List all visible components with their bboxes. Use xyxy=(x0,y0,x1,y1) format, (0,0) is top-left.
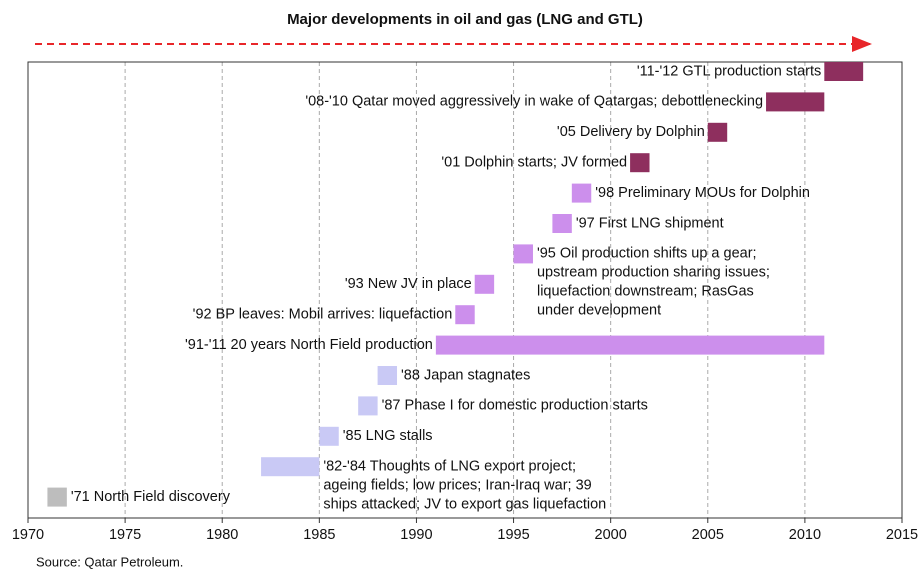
bar-label: '71 North Field discovery xyxy=(71,489,231,505)
x-tick-label: 2005 xyxy=(692,527,724,543)
x-tick-label: 1975 xyxy=(109,527,141,543)
bar-label: '08-'10 Qatar moved aggressively in wake… xyxy=(305,94,763,110)
bar xyxy=(261,457,320,477)
bar xyxy=(47,487,67,507)
bar-label: under development xyxy=(537,303,661,319)
bar-label: ships attacked; JV to export gas liquefa… xyxy=(323,497,606,513)
bar-label: '11-'12 GTL production starts xyxy=(637,63,821,79)
bar xyxy=(435,335,825,355)
bar xyxy=(513,244,533,264)
x-tick-label: 1995 xyxy=(497,527,529,543)
x-tick-label: 2010 xyxy=(789,527,821,543)
bar-label: '87 Phase I for domestic production star… xyxy=(382,398,648,414)
bar-label: '92 BP leaves: Mobil arrives: liquefacti… xyxy=(193,307,453,323)
source-note: Source: Qatar Petroleum. xyxy=(36,554,183,569)
bar xyxy=(630,153,650,173)
bar-label: '91-'11 20 years North Field production xyxy=(185,337,433,353)
x-tick-label: 1985 xyxy=(303,527,335,543)
bar xyxy=(455,305,475,325)
x-tick-label: 1980 xyxy=(206,527,238,543)
bar-label: '95 Oil production shifts up a gear; xyxy=(537,246,757,262)
x-tick-label: 2015 xyxy=(886,527,918,543)
bar-label: '05 Delivery by Dolphin xyxy=(557,124,705,140)
bar-label: '98 Preliminary MOUs for Dolphin xyxy=(595,185,810,201)
bar-label: ageing fields; low prices; Iran-Iraq war… xyxy=(323,478,591,494)
x-tick-label: 1970 xyxy=(12,527,44,543)
bar-label: '01 Dolphin starts; JV formed xyxy=(441,155,627,171)
bar xyxy=(377,366,398,385)
bar xyxy=(824,62,864,81)
bar xyxy=(474,274,495,294)
bar-label: '97 First LNG shipment xyxy=(576,215,724,231)
x-tick-label: 2000 xyxy=(595,527,627,543)
bar xyxy=(766,92,825,112)
bar xyxy=(571,183,592,203)
bar-label: upstream production sharing issues; xyxy=(537,265,770,281)
bar-label: '88 Japan stagnates xyxy=(401,367,530,383)
x-tick-label: 1990 xyxy=(400,527,432,543)
chart-title: Major developments in oil and gas (LNG a… xyxy=(287,11,643,28)
bar-label: '93 New JV in place xyxy=(345,276,472,292)
bar-label: '85 LNG stalls xyxy=(343,428,433,444)
bar-label: liquefaction downstream; RasGas xyxy=(537,284,754,300)
plot-frame xyxy=(27,61,903,519)
bar xyxy=(319,426,339,446)
bar-label: '82-'84 Thoughts of LNG export project; xyxy=(323,459,576,475)
bar xyxy=(358,396,378,416)
bar xyxy=(552,214,572,233)
bar xyxy=(707,122,728,142)
